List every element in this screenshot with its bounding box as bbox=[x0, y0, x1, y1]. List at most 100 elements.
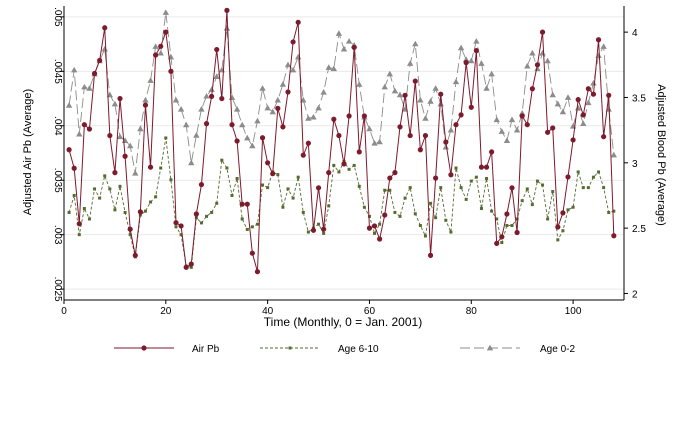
data-point bbox=[259, 85, 266, 91]
x-tick-label: 80 bbox=[466, 306, 478, 317]
data-point bbox=[382, 212, 388, 218]
data-point bbox=[388, 188, 392, 192]
data-point bbox=[103, 174, 107, 178]
data-point bbox=[198, 181, 205, 188]
data-point bbox=[285, 89, 291, 95]
data-point bbox=[158, 43, 164, 49]
data-point bbox=[509, 185, 515, 191]
data-point bbox=[534, 62, 541, 68]
data-point bbox=[469, 179, 473, 183]
data-point bbox=[240, 217, 244, 221]
data-point bbox=[301, 210, 305, 214]
data-point bbox=[220, 158, 224, 162]
data-point bbox=[478, 164, 485, 170]
data-point bbox=[559, 108, 567, 115]
data-point bbox=[371, 223, 378, 229]
data-point bbox=[600, 43, 607, 49]
data-point bbox=[586, 186, 590, 190]
y-right-tick-label: 3.5 bbox=[632, 93, 646, 104]
data-point bbox=[188, 159, 195, 166]
data-point bbox=[612, 209, 616, 213]
data-point bbox=[362, 205, 366, 209]
x-axis-title: Time (Monthly, 0 = Jan. 2001) bbox=[264, 315, 422, 329]
data-point bbox=[113, 208, 117, 212]
data-point bbox=[233, 106, 241, 112]
data-point bbox=[429, 201, 433, 205]
data-point bbox=[289, 66, 297, 73]
data-point bbox=[357, 184, 361, 188]
data-point bbox=[581, 186, 585, 190]
data-point bbox=[275, 105, 281, 111]
data-point bbox=[494, 240, 500, 246]
data-point bbox=[580, 112, 586, 118]
data-point bbox=[296, 175, 300, 179]
data-point bbox=[203, 92, 210, 99]
data-point bbox=[331, 116, 337, 122]
ticks: 0 20 40 60 80 100 .0025 .003 .0035 .004 .0045 .005 2… bbox=[52, 7, 646, 317]
data-point bbox=[77, 233, 81, 237]
data-point bbox=[235, 176, 239, 180]
data-point bbox=[149, 200, 153, 204]
data-point bbox=[230, 193, 234, 197]
data-point bbox=[391, 87, 399, 94]
data-point bbox=[495, 217, 499, 221]
data-point bbox=[505, 224, 509, 228]
data-point bbox=[70, 66, 78, 73]
data-point bbox=[534, 65, 541, 72]
data-point bbox=[143, 209, 147, 213]
x-tick-label: 60 bbox=[364, 306, 376, 317]
data-point bbox=[305, 140, 311, 146]
data-point bbox=[310, 227, 317, 233]
data-point bbox=[371, 140, 378, 146]
data-point bbox=[122, 153, 128, 159]
data-point bbox=[198, 106, 205, 112]
data-point bbox=[250, 225, 254, 229]
data-point bbox=[575, 97, 581, 103]
data-point bbox=[224, 7, 230, 13]
data-point bbox=[356, 149, 362, 155]
series-air-pb bbox=[66, 7, 617, 275]
y-left-tick-label: .0035 bbox=[52, 168, 63, 193]
data-point bbox=[514, 229, 520, 236]
legend-item: Air Pb bbox=[114, 344, 220, 355]
data-point bbox=[447, 126, 455, 133]
data-point bbox=[550, 125, 556, 131]
data-point bbox=[448, 172, 454, 178]
y-right-tick-label: 2 bbox=[632, 289, 638, 300]
data-point bbox=[326, 170, 332, 176]
data-point bbox=[87, 217, 91, 221]
data-point bbox=[317, 222, 321, 226]
data-point bbox=[489, 149, 495, 155]
data-point bbox=[199, 221, 203, 225]
series-layer bbox=[65, 7, 618, 275]
data-point bbox=[71, 165, 77, 171]
data-point bbox=[189, 265, 193, 269]
data-point bbox=[549, 91, 556, 98]
data-point bbox=[255, 222, 259, 226]
data-point bbox=[193, 211, 199, 217]
data-point bbox=[493, 116, 500, 123]
y-right-tick-label: 2.5 bbox=[632, 224, 646, 235]
data-point bbox=[76, 130, 83, 137]
data-point bbox=[610, 151, 618, 158]
data-point bbox=[183, 264, 189, 270]
data-point bbox=[611, 233, 617, 239]
data-point bbox=[602, 186, 606, 190]
data-point bbox=[504, 211, 510, 217]
data-point bbox=[565, 174, 571, 180]
data-point bbox=[315, 104, 322, 111]
data-point bbox=[551, 190, 555, 194]
data-point bbox=[174, 225, 178, 229]
data-point bbox=[152, 43, 159, 49]
data-point bbox=[555, 224, 561, 230]
data-point bbox=[373, 231, 377, 235]
data-point bbox=[203, 120, 210, 127]
y-axis-left-title: Adjusted Air Pb (Average) bbox=[22, 89, 34, 215]
data-point bbox=[178, 223, 184, 229]
data-point bbox=[378, 222, 382, 226]
data-point bbox=[606, 92, 612, 98]
data-point bbox=[281, 205, 285, 209]
y-axis-right-title: Adjusted Blood Pb (Average) bbox=[655, 84, 667, 226]
data-point bbox=[244, 134, 251, 141]
